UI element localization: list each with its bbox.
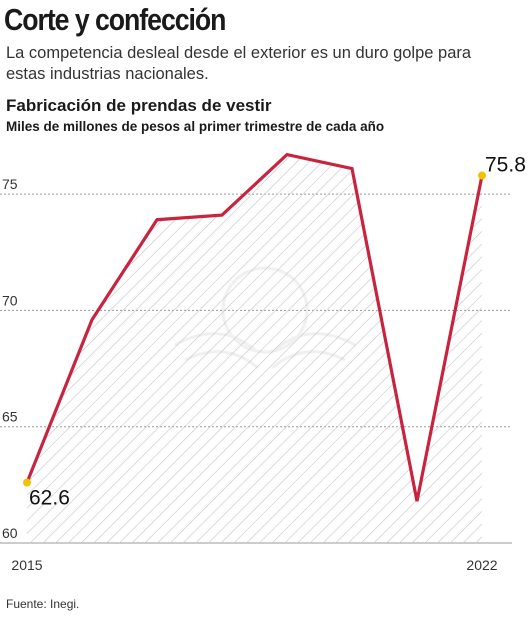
x-tick-label: 2022 xyxy=(466,557,497,573)
chart-subtitle: Miles de millones de pesos al primer tri… xyxy=(6,119,385,134)
page-subtitle: La competencia desleal desde el exterior… xyxy=(6,44,472,83)
data-point xyxy=(478,171,486,180)
page-title: Corte y confección xyxy=(4,2,226,37)
data-point xyxy=(23,478,31,487)
y-tick-label: 70 xyxy=(2,292,18,308)
series-line xyxy=(25,152,484,502)
chart-title: Fabricación de prendas de vestir xyxy=(6,96,272,115)
source-note: Fuente: Inegi. xyxy=(6,597,80,611)
y-tick-label: 65 xyxy=(2,409,18,425)
data-label: 62.6 xyxy=(29,487,70,510)
y-tick-label: 60 xyxy=(2,525,18,541)
data-label: 75.8 xyxy=(485,154,526,177)
y-tick-label: 75 xyxy=(2,176,18,192)
x-tick-label: 2015 xyxy=(11,557,42,573)
